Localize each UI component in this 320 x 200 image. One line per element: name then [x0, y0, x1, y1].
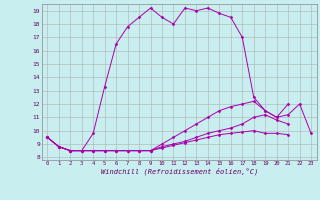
X-axis label: Windchill (Refroidissement éolien,°C): Windchill (Refroidissement éolien,°C) — [100, 168, 258, 175]
